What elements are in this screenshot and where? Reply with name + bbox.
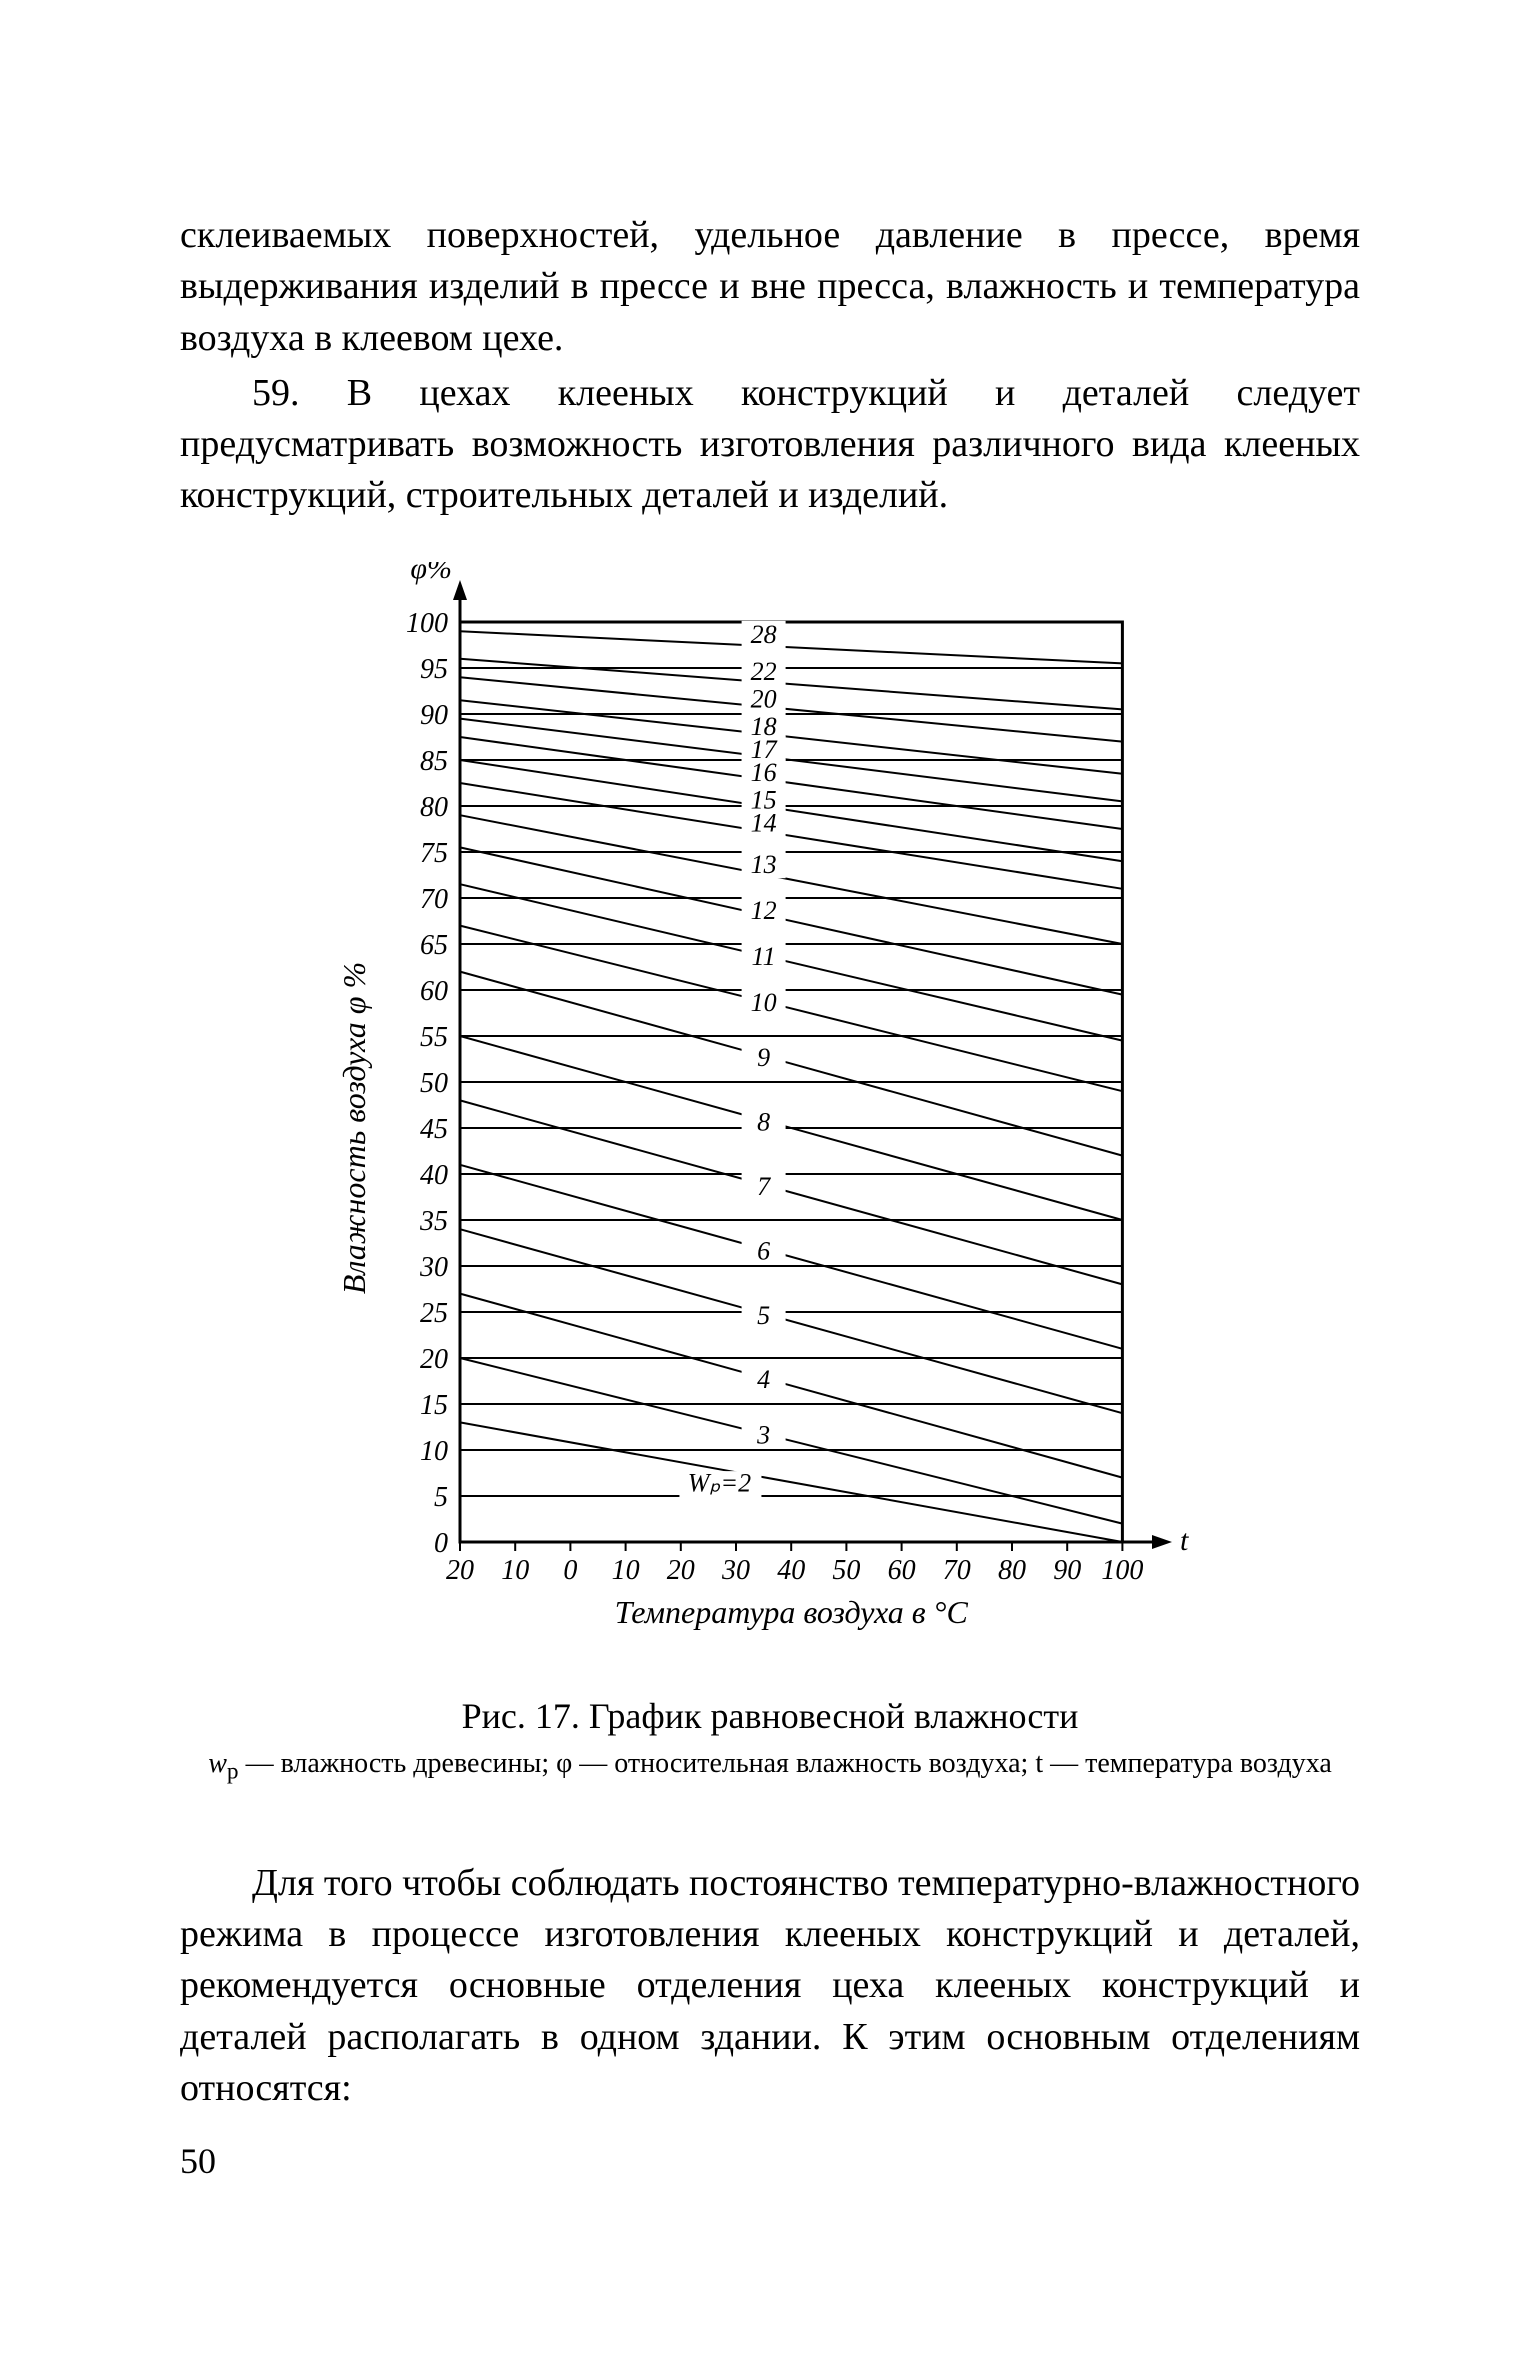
figure-legend: wp — влажность древесины; φ — относитель… bbox=[180, 1745, 1360, 1788]
svg-text:7: 7 bbox=[757, 1172, 771, 1201]
svg-text:90: 90 bbox=[1053, 1555, 1081, 1586]
svg-text:φ%: φ% bbox=[410, 562, 452, 585]
svg-text:11: 11 bbox=[752, 942, 776, 971]
svg-text:13: 13 bbox=[751, 850, 777, 879]
svg-text:80: 80 bbox=[420, 792, 448, 823]
svg-text:85: 85 bbox=[420, 746, 448, 777]
svg-text:70: 70 bbox=[420, 884, 448, 915]
svg-text:95: 95 bbox=[420, 654, 448, 685]
svg-text:100: 100 bbox=[1101, 1555, 1143, 1586]
svg-text:100: 100 bbox=[406, 608, 448, 639]
svg-text:t: t bbox=[1180, 1524, 1189, 1557]
svg-text:65: 65 bbox=[420, 930, 448, 961]
svg-text:10: 10 bbox=[501, 1555, 529, 1586]
legend-sub-p: p bbox=[227, 1758, 239, 1784]
svg-text:10: 10 bbox=[612, 1555, 640, 1586]
paragraph-after-figure: Для того чтобы соблюдать постоянство тем… bbox=[180, 1858, 1360, 2114]
svg-text:4: 4 bbox=[757, 1365, 770, 1394]
svg-text:22: 22 bbox=[751, 657, 777, 686]
svg-text:5: 5 bbox=[757, 1301, 770, 1330]
svg-text:16: 16 bbox=[751, 758, 777, 787]
svg-text:9: 9 bbox=[757, 1043, 770, 1072]
svg-text:20: 20 bbox=[751, 684, 777, 713]
svg-text:15: 15 bbox=[420, 1390, 448, 1421]
legend-rest: — влажность древесины; φ — относительная… bbox=[239, 1748, 1332, 1779]
legend-var-w: w bbox=[208, 1748, 227, 1779]
figure-17: 2010010203040506070809010005101520253035… bbox=[180, 562, 1360, 1788]
svg-text:3: 3 bbox=[756, 1420, 770, 1449]
equilibrium-moisture-chart: 2010010203040506070809010005101520253035… bbox=[320, 562, 1220, 1662]
page-number: 50 bbox=[180, 2140, 216, 2182]
svg-text:90: 90 bbox=[420, 700, 448, 731]
svg-text:25: 25 bbox=[420, 1298, 448, 1329]
svg-text:12: 12 bbox=[751, 896, 777, 925]
figure-caption: Рис. 17. График равновесной влажности bbox=[180, 1695, 1360, 1737]
svg-text:30: 30 bbox=[419, 1252, 448, 1283]
svg-text:Wₚ=2: Wₚ=2 bbox=[688, 1468, 751, 1497]
svg-text:40: 40 bbox=[420, 1160, 448, 1191]
svg-text:80: 80 bbox=[998, 1555, 1026, 1586]
svg-text:10: 10 bbox=[751, 988, 777, 1017]
svg-text:10: 10 bbox=[420, 1436, 448, 1467]
svg-text:14: 14 bbox=[751, 808, 777, 837]
svg-text:60: 60 bbox=[420, 976, 448, 1007]
svg-text:Температура воздуха в °C: Температура воздуха в °C bbox=[615, 1594, 969, 1630]
svg-text:8: 8 bbox=[757, 1107, 770, 1136]
svg-text:0: 0 bbox=[563, 1555, 577, 1586]
svg-text:30: 30 bbox=[721, 1555, 750, 1586]
svg-text:50: 50 bbox=[420, 1068, 448, 1099]
svg-text:40: 40 bbox=[777, 1555, 805, 1586]
svg-text:Влажность воздуха φ %: Влажность воздуха φ % bbox=[336, 962, 372, 1294]
svg-text:50: 50 bbox=[832, 1555, 860, 1586]
svg-text:45: 45 bbox=[420, 1114, 448, 1145]
svg-text:0: 0 bbox=[434, 1528, 448, 1559]
svg-text:28: 28 bbox=[751, 620, 777, 649]
svg-text:35: 35 bbox=[419, 1206, 448, 1237]
paragraph-59: 59. В цехах клееных конструкций и детале… bbox=[180, 368, 1360, 522]
svg-text:55: 55 bbox=[420, 1022, 448, 1053]
svg-text:20: 20 bbox=[667, 1555, 695, 1586]
svg-text:6: 6 bbox=[757, 1236, 770, 1265]
paragraph-continuation: склеиваемых поверхностей, удельное давле… bbox=[180, 210, 1360, 364]
svg-text:20: 20 bbox=[446, 1555, 474, 1586]
svg-text:75: 75 bbox=[420, 838, 448, 869]
svg-text:60: 60 bbox=[888, 1555, 916, 1586]
svg-text:20: 20 bbox=[420, 1344, 448, 1375]
svg-text:70: 70 bbox=[943, 1555, 971, 1586]
svg-text:5: 5 bbox=[434, 1482, 448, 1513]
